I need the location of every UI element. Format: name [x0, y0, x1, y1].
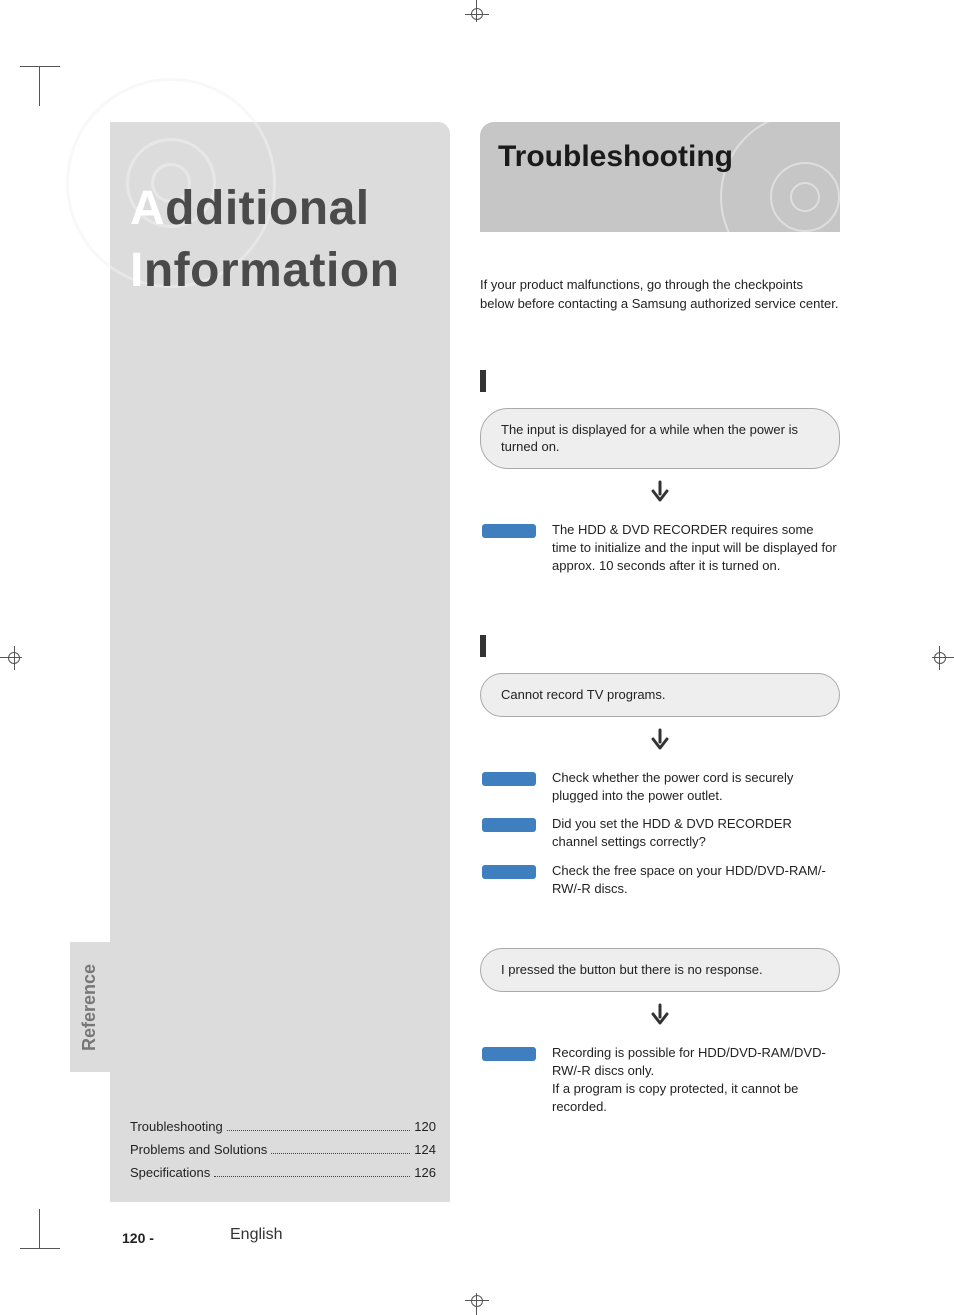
- side-tab-reference: Reference: [70, 942, 110, 1072]
- check-item: Check the free space on your HDD/DVD-RAM…: [482, 862, 840, 898]
- crop-mark-top: [465, 0, 489, 24]
- toc-label: Troubleshooting: [130, 1119, 223, 1134]
- troubleshooting-group: Cannot record TV programs. Check whether…: [480, 635, 840, 898]
- symptom-capsule: I pressed the button but there is no res…: [480, 948, 840, 992]
- chapter-title: Additional Information: [130, 178, 430, 303]
- toc-dots: [214, 1176, 410, 1177]
- right-column: Troubleshooting If your product malfunct…: [480, 122, 840, 1126]
- title-word-additional: dditional: [165, 182, 369, 235]
- toc-row: Troubleshooting 120: [130, 1119, 436, 1134]
- toc-page: 124: [414, 1142, 436, 1157]
- troubleshooting-group: The input is displayed for a while when …: [480, 370, 840, 576]
- page-number: 120 -: [122, 1230, 160, 1246]
- left-panel: Additional Information Reference Trouble…: [110, 122, 450, 1202]
- intro-paragraph: If your product malfunctions, go through…: [480, 276, 840, 314]
- check-bullet-icon: [482, 524, 536, 538]
- toc-row: Specifications 126: [130, 1165, 436, 1180]
- section-heading: Troubleshooting: [498, 140, 733, 174]
- table-of-contents: Troubleshooting 120 Problems and Solutio…: [130, 1111, 436, 1188]
- disc-decoration-right: [720, 122, 840, 232]
- arrow-down-icon: [647, 727, 673, 753]
- arrow-down-icon: [647, 1002, 673, 1028]
- symptom-capsule: The input is displayed for a while when …: [480, 408, 840, 469]
- check-item: Did you set the HDD & DVD RECORDER chann…: [482, 815, 840, 851]
- footer-language: English: [230, 1226, 282, 1244]
- title-initial-a: A: [130, 182, 165, 235]
- check-item: Check whether the power cord is securely…: [482, 769, 840, 805]
- toc-label: Problems and Solutions: [130, 1142, 267, 1157]
- troubleshooting-group: I pressed the button but there is no res…: [480, 948, 840, 1116]
- toc-dots: [271, 1153, 410, 1154]
- page-content: Additional Information Reference Trouble…: [40, 66, 914, 1249]
- toc-row: Problems and Solutions 124: [130, 1142, 436, 1157]
- check-item: Recording is possible for HDD/DVD-RAM/DV…: [482, 1044, 840, 1117]
- section-marker-icon: [480, 635, 486, 657]
- symptom-capsule: Cannot record TV programs.: [480, 673, 840, 717]
- toc-dots: [227, 1130, 411, 1131]
- check-bullet-icon: [482, 865, 536, 879]
- crop-mark-bottom: [465, 1291, 489, 1315]
- check-text: Recording is possible for HDD/DVD-RAM/DV…: [552, 1044, 840, 1117]
- check-item: The HDD & DVD RECORDER requires some tim…: [482, 521, 840, 576]
- check-bullet-icon: [482, 818, 536, 832]
- section-marker-icon: [480, 370, 486, 392]
- toc-page: 126: [414, 1165, 436, 1180]
- title-initial-i: I: [130, 244, 144, 297]
- check-text: Check the free space on your HDD/DVD-RAM…: [552, 862, 840, 898]
- check-bullet-icon: [482, 772, 536, 786]
- toc-label: Specifications: [130, 1165, 210, 1180]
- check-text: Did you set the HDD & DVD RECORDER chann…: [552, 815, 840, 851]
- check-bullet-icon: [482, 1047, 536, 1061]
- check-list: Check whether the power cord is securely…: [480, 769, 840, 898]
- troubleshooting-header: Troubleshooting: [480, 122, 840, 232]
- check-list: The HDD & DVD RECORDER requires some tim…: [480, 521, 840, 576]
- side-tab-label: Reference: [80, 963, 101, 1050]
- crop-mark-right: [930, 646, 954, 670]
- title-word-information: nformation: [144, 244, 400, 297]
- arrow-down-icon: [647, 479, 673, 505]
- crop-mark-left: [0, 646, 24, 670]
- check-text: The HDD & DVD RECORDER requires some tim…: [552, 521, 840, 576]
- check-text: Check whether the power cord is securely…: [552, 769, 840, 805]
- check-list: Recording is possible for HDD/DVD-RAM/DV…: [480, 1044, 840, 1117]
- toc-page: 120: [414, 1119, 436, 1134]
